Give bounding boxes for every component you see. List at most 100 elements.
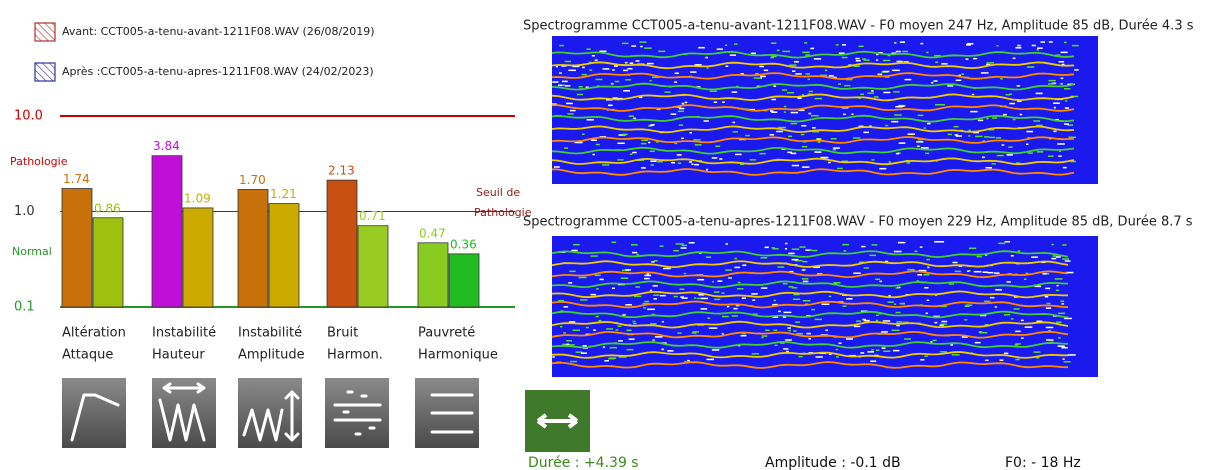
spectrogram-noise	[923, 273, 930, 276]
spectrogram-noise	[855, 57, 860, 60]
spectrogram-noise	[649, 79, 652, 82]
x-tick-label: Harmonique	[418, 348, 498, 363]
x-tick-label: Pauvreté	[418, 326, 475, 341]
spectrogram-noise	[940, 305, 947, 308]
spectrogram-noise	[1070, 160, 1076, 163]
spectrogram-noise	[977, 119, 984, 122]
spectrogram-noise	[1063, 88, 1071, 90]
spectrogram-noise	[1048, 79, 1056, 82]
spectrogram-harmonic	[551, 168, 1075, 176]
spectrogram-noise	[590, 139, 597, 141]
spectrogram-noise	[770, 110, 774, 112]
spectrogram-noise	[986, 117, 989, 120]
spectrogram-noise	[1062, 244, 1067, 246]
spectrogram-noise	[635, 286, 640, 288]
spectrogram-noise	[610, 83, 614, 85]
spectrogram-noise	[721, 332, 724, 335]
spectrogram-noise	[1048, 83, 1055, 85]
spectrogram-noise	[693, 139, 701, 141]
spectrogram-noise	[673, 295, 678, 298]
spectrogram-noise	[689, 131, 692, 134]
spectrogram-noise	[678, 124, 684, 126]
spectrogram-noise	[931, 81, 934, 84]
spectrogram-noise	[553, 166, 560, 168]
value-label: 3.84	[153, 139, 180, 153]
spectrogram-noise	[691, 163, 694, 165]
spectrogram-noise	[623, 69, 628, 72]
spectrogram-noise	[1054, 118, 1059, 121]
spectrogram-noise	[808, 112, 812, 115]
spectrogram-noise	[771, 111, 778, 113]
spectrogram-noise	[954, 134, 959, 136]
icon-noise[interactable]	[325, 378, 389, 448]
spectrogram-noise	[869, 254, 877, 257]
spectrogram-noise	[710, 327, 718, 329]
spectrogram-noise	[887, 301, 894, 303]
spectrogram-noise	[593, 329, 596, 331]
spectrogram-noise	[683, 272, 687, 275]
spectrogram-noise	[574, 141, 583, 144]
spectrogram-noise	[754, 72, 759, 75]
bar	[92, 217, 124, 308]
spectrogram-noise	[926, 299, 930, 302]
spectrogram-noise	[1003, 352, 1009, 355]
zone-label: Normal	[12, 245, 52, 258]
spectrogram-noise	[841, 56, 848, 59]
spectrogram-noise	[562, 343, 569, 346]
spectrogram-noise	[773, 85, 777, 87]
spectrogram-noise	[867, 92, 874, 94]
spectrogram-noise	[559, 72, 562, 74]
spectrogram-noise	[984, 136, 990, 138]
spectrogram-noise	[1009, 102, 1015, 105]
spectrogram-noise	[937, 103, 945, 106]
spectrogram-noise	[781, 89, 788, 91]
spectrogram-noise	[586, 48, 591, 50]
spectrogram-noise	[1071, 44, 1079, 47]
spectrogram-noise	[1064, 260, 1071, 262]
spectrogram-noise	[991, 163, 996, 165]
spectrogram-noise	[941, 63, 948, 65]
spectrogram-noise	[626, 348, 634, 351]
spectrogram-noise	[988, 136, 995, 139]
spectrogram-noise	[594, 274, 601, 277]
spectrogram-noise	[774, 344, 778, 347]
spectrogram-noise	[711, 280, 714, 283]
spectrogram-noise	[881, 331, 888, 333]
spectrogram-noise	[814, 97, 822, 100]
spectrogram-harmonic	[551, 146, 1075, 155]
spectrogram-noise	[795, 321, 801, 323]
spectrogram-noise	[724, 44, 728, 47]
spectrogram-harmonic	[551, 320, 1069, 329]
spectrogram-noise	[842, 243, 849, 246]
spectrogram-noise	[895, 287, 899, 289]
spectrogram-noise	[706, 358, 714, 361]
spectrogram-noise	[693, 297, 697, 299]
spectrogram-noise	[984, 324, 989, 326]
spectrogram-noise	[1006, 154, 1013, 156]
spectrogram-noise	[643, 307, 646, 309]
zone-label: Pathologie	[474, 206, 532, 219]
spectrogram-noise	[904, 338, 911, 340]
spectrogram-noise	[893, 91, 900, 93]
spectrogram-noise	[761, 335, 768, 337]
spectrogram-noise	[828, 295, 832, 298]
spectrogram-noise	[862, 58, 866, 60]
spectrogram-noise	[735, 304, 740, 307]
spectrogram-noise	[888, 295, 891, 297]
spectrogram-noise	[904, 78, 912, 81]
spectrogram-noise	[1051, 257, 1057, 260]
spectrogram-noise	[612, 97, 618, 99]
spectrogram-noise	[711, 349, 720, 351]
spectrogram-noise	[589, 69, 593, 71]
spectrogram-noise	[863, 59, 870, 61]
spectrogram-noise	[642, 302, 650, 305]
spectrogram-noise	[611, 241, 617, 244]
spectrogram-noise	[692, 331, 700, 333]
spectrogram-noise	[1056, 321, 1062, 323]
spectrogram-noise	[801, 269, 806, 271]
spectrogram-noise	[973, 270, 982, 273]
spectrogram-noise	[1016, 85, 1021, 87]
spectrogram-noise	[652, 285, 658, 287]
spectrogram-noise	[950, 344, 954, 346]
spectrogram-noise	[638, 96, 643, 99]
